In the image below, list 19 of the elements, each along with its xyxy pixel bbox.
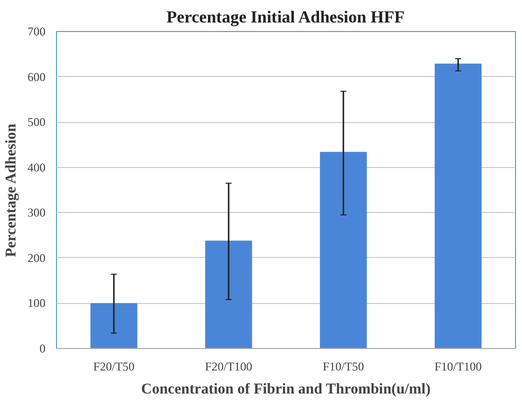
y-tick-label: 300 [28, 206, 46, 220]
y-tick-label: 200 [28, 250, 46, 265]
x-tick-label: F20/T100 [204, 360, 252, 374]
y-tick-label: 500 [28, 115, 46, 130]
y-tick-label: 100 [28, 296, 46, 310]
x-axis-title: Concentration of Fibrin and Thrombin(u/ml) [141, 382, 431, 398]
bar [434, 64, 482, 348]
x-tick-label: F20/T50 [93, 360, 135, 374]
y-tick-label: 700 [28, 24, 46, 38]
bar [320, 152, 367, 348]
bar [205, 240, 252, 348]
chart-title: Percentage Initial Adhesion HFF [166, 8, 405, 26]
y-tick-label: 0 [40, 342, 46, 356]
y-tick-label: 600 [28, 70, 46, 84]
x-tick-label: F10/T50 [322, 360, 364, 374]
y-tick-label: 400 [28, 160, 46, 174]
y-axis-title: Percentage Adhesion [4, 123, 20, 258]
bar [90, 303, 138, 348]
x-tick-label: F10/T100 [434, 360, 482, 374]
